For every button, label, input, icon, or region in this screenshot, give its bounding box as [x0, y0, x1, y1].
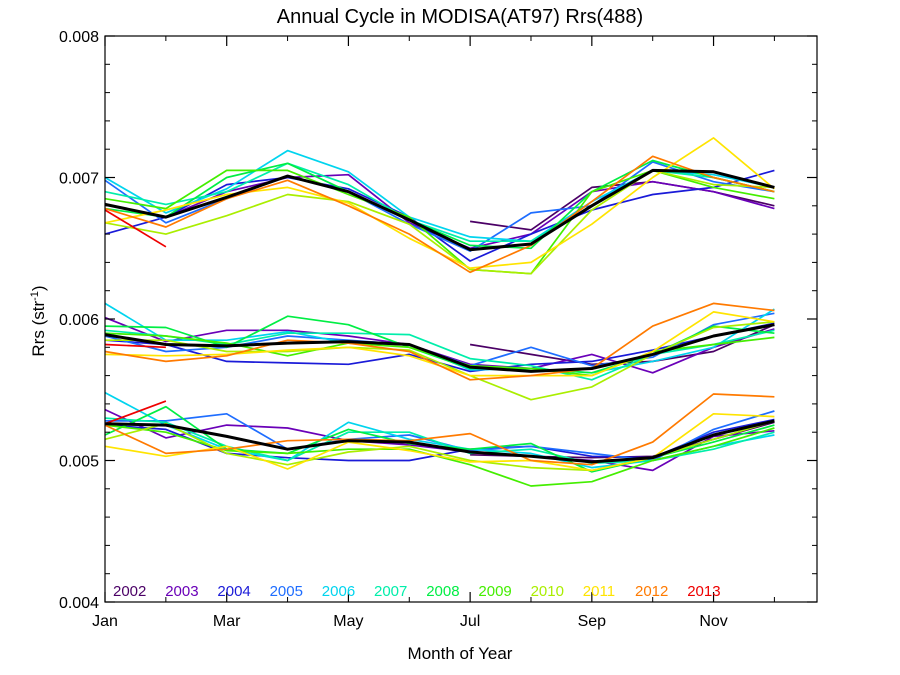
- x-tick-labels: Jan Mar May Jul Sep Nov: [92, 613, 728, 630]
- y-tick-label: 0.006: [59, 312, 99, 329]
- plot-frame: [104, 35, 818, 603]
- series-line-2013-band-1: [104, 209, 167, 248]
- series-line-2013-band-3: [104, 400, 167, 425]
- x-tick-label: Mar: [213, 613, 241, 630]
- chart-title: Annual Cycle in MODISA(AT97) Rrs(488): [277, 6, 643, 28]
- legend-item-2007: 2007: [374, 583, 407, 600]
- x-tick-label: Nov: [699, 613, 727, 630]
- legend-item-2002: 2002: [113, 583, 146, 600]
- legend-item-2008: 2008: [426, 583, 459, 600]
- series-line-2004-band-1: [104, 169, 775, 262]
- climatology-line-band-3: [104, 419, 775, 464]
- y-tick-label: 0.007: [59, 171, 99, 188]
- series-line-2011-band-3: [104, 412, 775, 472]
- x-axis-label: Month of Year: [408, 644, 513, 663]
- legend-item-2005: 2005: [270, 583, 303, 600]
- y-tick-label: 0.005: [59, 454, 99, 471]
- series-line-2012-band-1: [104, 155, 775, 274]
- legend-item-2013: 2013: [687, 583, 720, 600]
- y-axis-label-close: ): [29, 285, 48, 291]
- y-axis-label-main: Rrs (str: [29, 301, 48, 357]
- legend-item-2009: 2009: [478, 583, 511, 600]
- series-line-2013-band-2: [104, 343, 166, 349]
- x-tick-label: Sep: [578, 613, 607, 630]
- legend-item-2010: 2010: [531, 583, 564, 600]
- y-axis-label: Rrs (str-1): [29, 285, 48, 356]
- legend-item-2006: 2006: [322, 583, 355, 600]
- x-tick-label: Jan: [92, 613, 118, 630]
- legend-item-2011: 2011: [583, 583, 615, 600]
- series-line-2002-band-2: [469, 323, 775, 366]
- series-line-2008-band-1: [104, 159, 775, 250]
- x-tick-label: Jul: [460, 613, 480, 630]
- series-line-2010-band-1: [104, 169, 775, 275]
- climatology-line-band-1: [104, 168, 775, 252]
- series-line-2012-band-2: [104, 302, 775, 381]
- y-axis-label-superscript: -1: [29, 291, 41, 301]
- legend-item-2004: 2004: [217, 583, 250, 600]
- y-tick-labels: 0.004 0.005 0.006 0.007 0.008: [59, 29, 99, 612]
- legend: 2002 2003 2004 2005 2006 2007 2008 2009 2010 2011…: [113, 583, 721, 600]
- y-tick-label: 0.004: [59, 595, 99, 612]
- climatology-line-band-2: [104, 323, 775, 373]
- ticks-layer: [104, 35, 817, 603]
- legend-item-2003: 2003: [165, 583, 198, 600]
- series-line-2012-band-3: [104, 393, 775, 466]
- y-tick-label: 0.008: [59, 29, 99, 46]
- legend-item-2012: 2012: [635, 583, 668, 600]
- x-tick-label: May: [333, 613, 363, 630]
- climatology-layer: [104, 168, 775, 464]
